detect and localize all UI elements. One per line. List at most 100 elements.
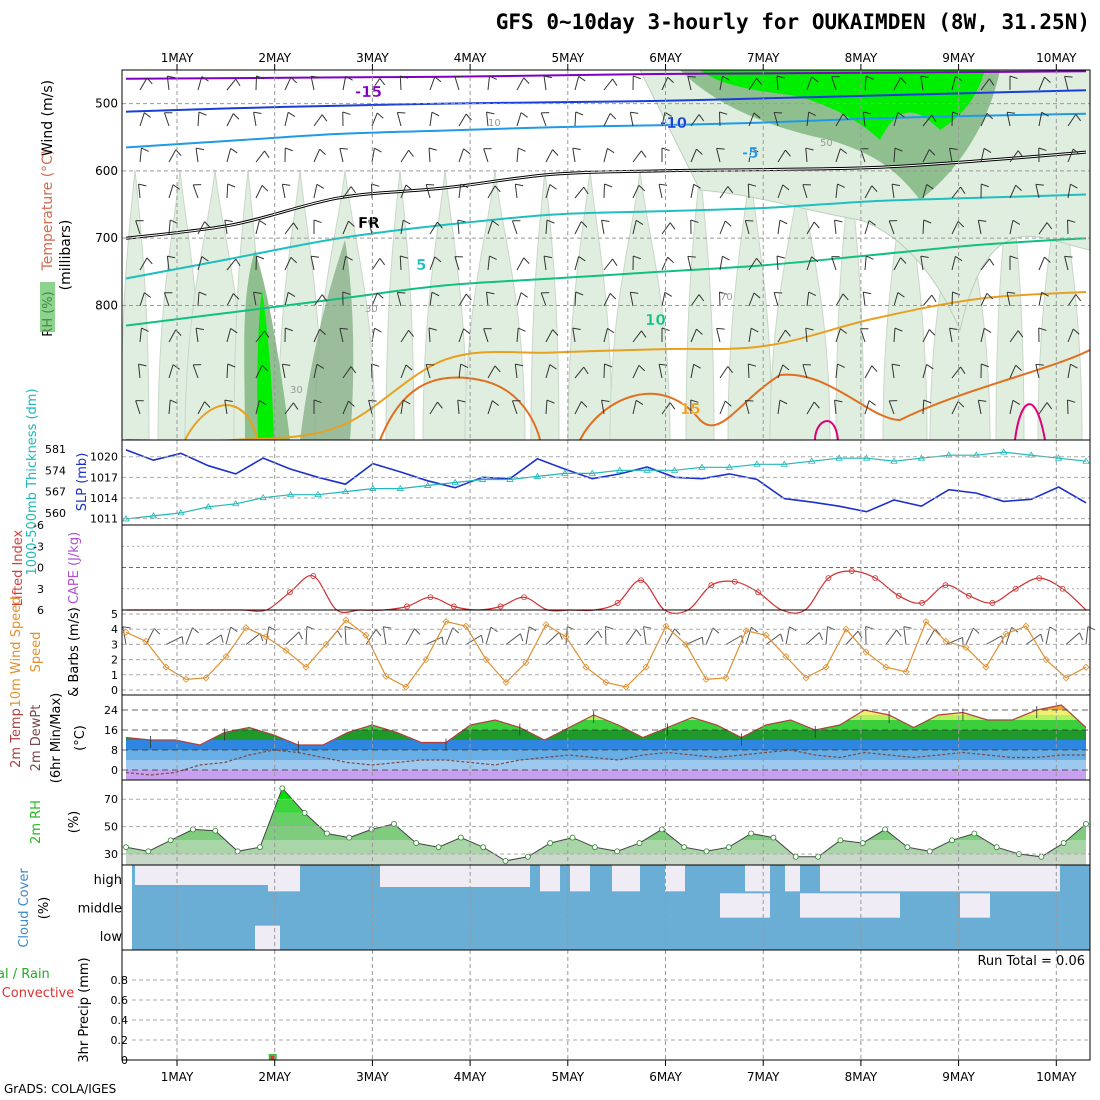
wind-barb-flag xyxy=(897,112,905,118)
wind-barb xyxy=(831,76,837,91)
thickness-marker xyxy=(451,478,459,485)
wind-barb xyxy=(122,626,127,645)
wind-barb xyxy=(893,327,896,343)
wind-barb-flag xyxy=(198,291,207,296)
wind-barb-flag xyxy=(989,78,995,86)
wind-barb-flag xyxy=(402,399,411,405)
rh2m-marker xyxy=(145,848,152,855)
temp-band xyxy=(126,705,1086,710)
wind-barb-flag xyxy=(285,147,293,152)
wind-barb xyxy=(834,220,837,235)
wind-barb-flag xyxy=(224,219,233,223)
rh-plume-2 xyxy=(300,240,354,440)
wind-barb xyxy=(226,148,232,163)
precip-convective-bar xyxy=(270,1056,275,1060)
wind-barb xyxy=(168,400,171,415)
wind-barb-flag xyxy=(696,328,703,335)
day-label-bottom: 10MAY xyxy=(1036,1070,1077,1084)
slp-tick-label: 1017 xyxy=(90,471,118,484)
wind-barb xyxy=(835,148,841,163)
lifted-line xyxy=(126,570,1087,615)
wind-barb-flag xyxy=(489,255,497,260)
wind-speed-marker xyxy=(1082,663,1090,671)
wind-speed-line xyxy=(125,619,1087,688)
wind-barb xyxy=(661,257,669,271)
wind-speed-marker xyxy=(522,659,530,667)
wind-barb xyxy=(342,220,349,235)
wind-barb-flag xyxy=(376,292,384,299)
precip-axis-label: 3hr Precip (mm) xyxy=(77,957,92,1062)
wind-barb-flag xyxy=(865,626,874,630)
wind-barb xyxy=(168,149,177,163)
wind-barb-flag xyxy=(601,219,610,222)
wind-barb xyxy=(893,257,902,271)
rh2m-marker xyxy=(167,837,174,844)
thickness-marker xyxy=(588,469,596,476)
wind-barb xyxy=(483,328,489,343)
rh2m-marker xyxy=(346,834,353,841)
wind-barb xyxy=(748,257,758,271)
wind-barb-flag xyxy=(840,148,848,154)
wind-barb xyxy=(747,363,750,379)
wind-barb-flag xyxy=(408,329,414,337)
wind-barb xyxy=(454,76,460,91)
wind-barb-flag xyxy=(480,635,484,644)
wind-barb-flag xyxy=(268,626,277,631)
wind-barb xyxy=(980,78,990,91)
wind-barb xyxy=(253,292,257,307)
temp-band xyxy=(126,730,1086,740)
lifted-tick-label: 0 xyxy=(37,562,44,575)
wind-barb-flag xyxy=(339,327,348,330)
wind-axis-label: Wind (m/s) xyxy=(40,80,56,156)
wind-barb xyxy=(574,401,582,415)
wind-barb xyxy=(1067,328,1074,343)
wind-speed-marker xyxy=(362,631,370,639)
wind-barb xyxy=(226,293,234,307)
wind-barb xyxy=(429,401,438,415)
precip-tick-label: 0.4 xyxy=(111,1014,129,1027)
wind-barb-flag xyxy=(374,327,382,333)
wind-speed-marker xyxy=(782,652,790,661)
wind-barb xyxy=(192,364,199,379)
wind-barb xyxy=(197,111,200,127)
thickness-marker xyxy=(177,509,185,516)
wind-barb xyxy=(371,78,381,91)
wind-barb-flag xyxy=(868,220,876,226)
wind-barb-flag xyxy=(572,327,581,331)
wind-barb-flag xyxy=(543,255,553,259)
wind-barb xyxy=(862,112,866,127)
wind-barb xyxy=(603,258,614,271)
rh2m-marker xyxy=(502,857,509,864)
wind-barb xyxy=(748,148,752,163)
thickness-tick-label: 574 xyxy=(45,464,66,477)
wind-barb-flag xyxy=(834,219,843,223)
wind-barb-flag xyxy=(630,291,639,294)
cloud-clear-high xyxy=(745,865,770,892)
wind-barb xyxy=(891,364,895,379)
wind-speed-marker xyxy=(762,631,770,639)
wind-barb-flag xyxy=(842,293,849,301)
wind-barb-flag xyxy=(934,628,941,636)
wind-barb xyxy=(145,628,155,645)
thickness-marker xyxy=(232,499,240,507)
wind-barb-flag xyxy=(693,363,701,369)
wind-barb-flag xyxy=(842,113,849,121)
temp-band xyxy=(126,740,1086,750)
wind-barb xyxy=(163,112,170,127)
day-label-top: 4MAY xyxy=(454,51,487,65)
wind-barb xyxy=(603,113,611,127)
wind-barb xyxy=(925,628,936,645)
wind-barb xyxy=(540,292,547,307)
wind-barb xyxy=(339,328,344,343)
wind-barb xyxy=(685,636,703,645)
wind-barb-flag xyxy=(515,183,524,187)
lifted-tick-label: -6 xyxy=(33,519,44,532)
contour-m10 xyxy=(125,89,1087,113)
wind-barb xyxy=(1009,365,1017,379)
rh-moist-area xyxy=(639,70,1090,332)
contour-label: 10 xyxy=(645,311,666,329)
wind-barb xyxy=(773,112,779,127)
wind-barb xyxy=(166,256,170,271)
rh2m-fill xyxy=(126,788,1086,865)
wind-barb xyxy=(835,364,838,379)
